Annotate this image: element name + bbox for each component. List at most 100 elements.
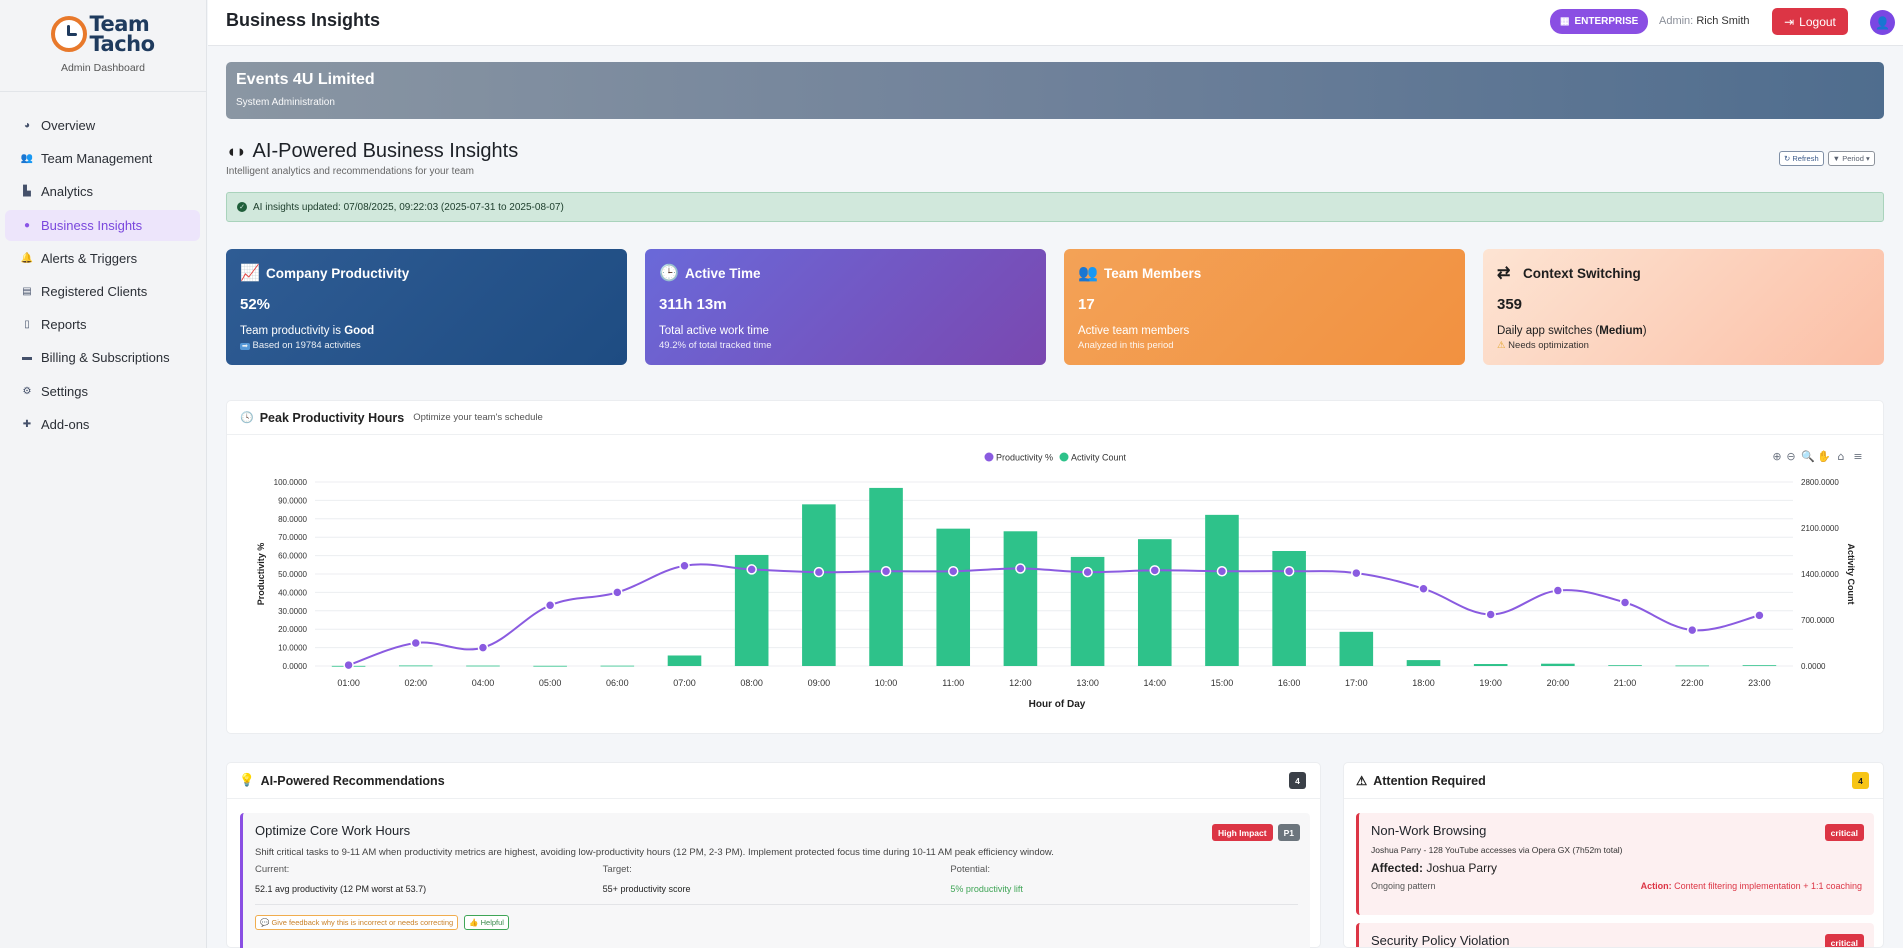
sidebar-item-analytics[interactable]: ▙ Analytics (5, 176, 200, 207)
productivity-point (1418, 583, 1429, 594)
activity-bar (600, 665, 635, 667)
kpi-note: ➡ Based on 19784 activities (240, 340, 613, 351)
y-left-tick-label: 40.0000 (278, 588, 307, 597)
company-subtitle: System Administration (236, 97, 335, 108)
productivity-point (1283, 565, 1295, 577)
sidebar-item-reports[interactable]: ▯ Reports (5, 309, 200, 340)
insights-updated-alert: ✓ AI insights updated: 07/08/2025, 09:22… (226, 192, 1884, 222)
kpi-desc-bold: Medium (1599, 325, 1643, 337)
pan-hand-icon[interactable]: ✋ (1817, 450, 1831, 463)
x-tick-label: 09:00 (808, 678, 831, 688)
menu-icon[interactable]: ≡ (1853, 450, 1862, 463)
attention-item-footer: Ongoing pattern Action: Content filterin… (1371, 881, 1862, 891)
attention-item-detail: Joshua Parry - 128 YouTube accesses via … (1371, 845, 1623, 855)
helpful-label: Helpful (480, 918, 504, 927)
attention-title: Attention Required (1373, 773, 1486, 788)
y-right-tick-label: 700.0000 (1801, 616, 1835, 625)
sidebar-item-registered-clients[interactable]: ▤ Registered Clients (5, 276, 200, 307)
metric-value: 55+ productivity score (602, 884, 691, 894)
severity-badge: critical (1824, 824, 1864, 841)
kpi-description: Daily app switches (Medium) (1497, 325, 1870, 337)
activity-bar (1473, 664, 1508, 666)
refresh-button[interactable]: ↻ Refresh (1779, 151, 1824, 166)
kpi-desc-post: ) (1642, 325, 1647, 337)
sidebar-item-billing-subscriptions[interactable]: ▬ Billing & Subscriptions (5, 342, 200, 373)
recommendations-header: 💡 AI-Powered Recommendations 4 (227, 763, 1320, 799)
recommendation-metrics: Current: 52.1 avg productivity (12 PM wo… (255, 864, 1298, 894)
activity-bar (936, 528, 971, 666)
helpful-button[interactable]: 👍 Helpful (464, 915, 509, 930)
divider (255, 904, 1298, 905)
metric-potential: Potential: 5% productivity lift (950, 864, 1298, 894)
plan-badge-label: ENTERPRISE (1574, 16, 1639, 27)
attention-item[interactable]: Security Policy Violation critical (1356, 923, 1874, 947)
home-icon[interactable]: ⌂ (1838, 450, 1845, 463)
attention-pattern: Ongoing pattern (1371, 881, 1436, 891)
admin-info: Admin: Rich Smith (1659, 15, 1750, 27)
kpi-title: Company Productivity (266, 265, 410, 281)
sidebar-item-settings[interactable]: ⚙ Settings (5, 376, 200, 407)
chart-line-icon: ▙ (23, 186, 31, 198)
period-dropdown[interactable]: ▼ Period ▾ (1827, 151, 1875, 166)
kpi-value: 52% (240, 296, 271, 313)
magnifier-icon[interactable]: 🔍 (1801, 449, 1815, 463)
sidebar-item-add-ons[interactable]: ✚ Add-ons (5, 409, 200, 440)
sidebar-item-team-management[interactable]: 👥 Team Management (5, 143, 200, 174)
x-tick-label: 07:00 (673, 678, 696, 688)
recommendations-title: AI-Powered Recommendations (260, 773, 445, 788)
x-tick-label: 23:00 (1748, 678, 1771, 688)
productivity-point (1686, 624, 1698, 636)
legend-productivity-label: Productivity % (996, 453, 1053, 463)
kpi-note-text: Based on 19784 activities (252, 340, 361, 351)
insights-title: ◖◗ AI-Powered Business Insights (226, 140, 518, 163)
user-avatar-icon[interactable]: 👤 (1870, 10, 1895, 35)
kpi-context-switching: ⇄ Context Switching 359 Daily app switche… (1483, 249, 1884, 365)
y-left-tick-label: 100.0000 (274, 478, 308, 487)
logo[interactable]: Team Tacho (51, 14, 155, 55)
feedback-incorrect-button[interactable]: 💬 Give feedback why this is incorrect or… (255, 915, 459, 930)
productivity-point (1015, 563, 1026, 574)
zoom-out-icon[interactable]: ⊖ (1786, 450, 1795, 463)
x-tick-label: 02:00 (405, 678, 428, 688)
sidebar-item-label: Analytics (41, 184, 94, 200)
metric-value: 52.1 avg productivity (12 PM worst at 53… (255, 884, 427, 894)
attention-item[interactable]: Non-Work Browsing critical Joshua Parry … (1356, 813, 1874, 915)
page-title: Business Insights (226, 10, 381, 30)
kpi-title: Team Members (1104, 265, 1202, 281)
x-tick-label: 05:00 (539, 678, 562, 688)
thumbs-up-icon: 👍 (469, 918, 479, 927)
recommendations-card: 💡 AI-Powered Recommendations 4 Optimize … (226, 762, 1321, 948)
kpi-note: ⚠ Needs optimization (1497, 340, 1870, 351)
priority-badge: P1 (1277, 824, 1300, 841)
y-right-tick-label: 0.0000 (1801, 662, 1826, 671)
peak-hours-header: 🕓 Peak Productivity Hours Optimize your … (227, 401, 1883, 435)
x-tick-label: 18:00 (1412, 678, 1435, 688)
lightbulb-icon: 💡 (239, 773, 255, 787)
productivity-point (1351, 567, 1362, 579)
comment-icon: 💬 (260, 918, 270, 927)
kpi-title: Active Time (685, 265, 761, 281)
clock-logo-icon (51, 16, 88, 52)
company-banner: Events 4U Limited System Administration (226, 62, 1884, 119)
kpi-description: Active team members (1078, 325, 1190, 337)
kpi-value: 359 (1497, 296, 1523, 313)
zoom-in-icon[interactable]: ⊕ (1772, 450, 1781, 463)
x-tick-label: 20:00 (1547, 678, 1570, 688)
kpi-note-text: Needs optimization (1508, 340, 1589, 351)
y-right-tick-label: 1400.0000 (1801, 570, 1839, 579)
metric-label: Current: (255, 864, 290, 875)
productivity-point (477, 642, 489, 653)
sidebar-item-alerts-triggers[interactable]: 🔔 Alerts & Triggers (5, 243, 200, 274)
action-text: Content filtering implementation + 1:1 c… (1674, 881, 1862, 891)
sidebar-item-business-insights[interactable]: ● Business Insights (5, 209, 200, 241)
y-right-tick-label: 2100.0000 (1801, 524, 1839, 533)
kpi-value: 17 (1078, 296, 1095, 313)
gear-icon: ⚙ (22, 385, 32, 397)
logout-label: Logout (1799, 14, 1836, 29)
logout-button[interactable]: ⇥ Logout (1772, 8, 1848, 35)
kpi-title: Context Switching (1523, 265, 1641, 281)
activity-bar (1406, 660, 1441, 666)
y-right-tick-label: 2800.0000 (1801, 478, 1839, 487)
sidebar-item-label: Business Insights (41, 217, 143, 233)
sidebar-item-overview[interactable]: ◕ Overview (5, 110, 200, 141)
